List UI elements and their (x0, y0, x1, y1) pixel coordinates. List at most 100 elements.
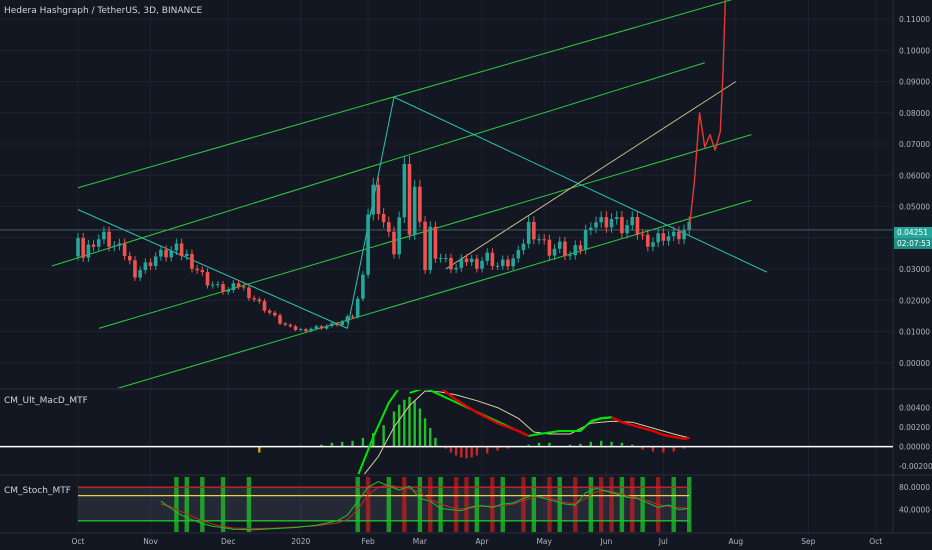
candle (330, 321, 334, 328)
candle (267, 308, 272, 315)
candle-body (330, 323, 334, 327)
macd-y-tick-label: 0.00400 (899, 404, 930, 413)
candle-body (267, 310, 272, 313)
candle (350, 314, 355, 319)
candle-body (273, 312, 277, 316)
candle-body (241, 286, 246, 288)
stoch-red-column (402, 477, 407, 532)
stoch-red-column (609, 477, 614, 532)
candle (107, 226, 111, 252)
candle-body (340, 321, 344, 326)
candle-body (604, 217, 609, 228)
candle (153, 252, 158, 270)
candle-body (133, 260, 137, 278)
candle (402, 156, 407, 224)
candle-body (438, 258, 443, 260)
stoch-k-line (160, 481, 690, 531)
candle-body (578, 245, 583, 250)
candle (547, 234, 552, 260)
candle-body (609, 219, 614, 228)
candle (179, 238, 184, 261)
candle-body (96, 239, 101, 247)
candle (355, 296, 360, 319)
candle (407, 156, 412, 240)
candle (485, 248, 490, 265)
candle-body (464, 258, 469, 263)
candle (625, 219, 629, 239)
macd-histogram-bar (641, 446, 644, 450)
candle-body (122, 243, 127, 256)
candle (205, 268, 210, 289)
macd-histogram-bar (470, 446, 473, 458)
candle (443, 253, 448, 263)
stoch-green-column (386, 477, 391, 532)
stoch-green-column (671, 477, 676, 532)
x-tick-label: Nov (143, 537, 158, 546)
stoch-red-column (521, 477, 526, 532)
macd-histogram-bar (330, 442, 334, 447)
candle-body (102, 231, 106, 240)
macd-histogram-bar (460, 446, 463, 458)
candle (148, 258, 153, 270)
candle-body (640, 234, 645, 236)
candle-body (190, 253, 194, 269)
candle-body (205, 272, 210, 286)
candle (677, 226, 681, 245)
candle (495, 262, 500, 270)
macd-fall-line (441, 390, 530, 437)
candle-body (511, 258, 515, 267)
candle-body (495, 265, 500, 267)
candle-body (324, 326, 329, 329)
candle-body (236, 283, 241, 287)
channel-line (51, 62, 705, 267)
candle (511, 254, 515, 271)
candle (589, 222, 593, 236)
candle-body (174, 243, 179, 251)
candle-body (159, 249, 163, 257)
stoch-green-column (174, 477, 179, 532)
macd-rise-line (590, 416, 612, 423)
candle-body (335, 323, 339, 326)
candle (557, 236, 562, 254)
candle (195, 264, 199, 274)
candle (609, 213, 614, 233)
candle (298, 327, 303, 332)
candle (190, 249, 194, 273)
stoch-indicator-label[interactable]: CM_Stoch_MTF (4, 486, 71, 496)
x-tick-label: Jun (600, 537, 613, 546)
x-tick-label: Mar (413, 537, 428, 546)
candle-body (454, 267, 458, 270)
stoch-y-tick-label: 40.0000 (899, 506, 930, 515)
candle-body (449, 257, 453, 270)
macd-indicator-label[interactable]: CM_Ult_MacD_MTF (4, 396, 88, 406)
candle (666, 231, 671, 246)
candle (133, 256, 137, 281)
wedge-line (393, 96, 768, 273)
candle (122, 238, 127, 261)
channel-line (117, 199, 752, 388)
macd-histogram-bar (682, 446, 686, 449)
candle-body (138, 270, 142, 278)
candle-body (304, 329, 308, 332)
x-tick-label: Apr (476, 537, 490, 546)
candle (614, 211, 619, 225)
candle (651, 237, 655, 252)
y-tick-label: 0.10000 (899, 46, 930, 55)
candle (521, 239, 526, 255)
x-tick-label: Feb (361, 537, 375, 546)
macd-histogram-bar (454, 446, 458, 456)
candle (221, 281, 225, 295)
candle-body (583, 229, 588, 250)
last-price-tag: 0.04251 (894, 227, 932, 238)
candle-body (128, 256, 132, 261)
candle (438, 253, 443, 263)
macd-histogram-bar (413, 400, 416, 447)
candle (216, 281, 220, 288)
candle-body (589, 227, 593, 230)
chart-title: Hedera Hashgraph / TetherUS, 3D, BINANCE (4, 6, 203, 16)
candle (418, 179, 422, 228)
candle-body (485, 252, 490, 261)
candle (128, 251, 132, 265)
candle-body (309, 328, 313, 332)
